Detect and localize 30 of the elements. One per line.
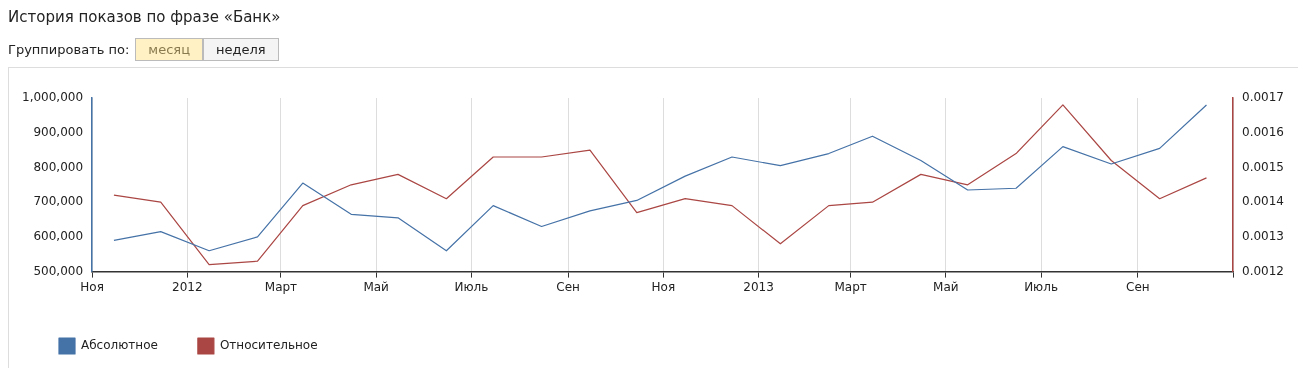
y-tick-label: 1,000,000: [21, 90, 84, 105]
x-tick-label: Май: [933, 279, 959, 294]
text: месяц: [135, 38, 203, 61]
text: Группировать по:: [8, 42, 130, 57]
x-tick-label: Март: [834, 279, 867, 294]
chart-title: История показов по фразе «Банк»: [8, 8, 282, 26]
text: неделя: [202, 38, 279, 61]
x-tick-label: Июль: [454, 279, 489, 294]
x-tick-label: Ноя: [651, 279, 676, 294]
y-tick-label: 600,000: [33, 229, 84, 244]
y2-tick-label: 0.0013: [1242, 229, 1285, 244]
y-tick-label: 800,000: [33, 159, 84, 174]
legend-label: Относительное: [219, 338, 318, 353]
y2-tick-label: 0.0012: [1242, 263, 1285, 278]
x-tick-label: Сен: [556, 279, 580, 294]
y2-tick-label: 0.0015: [1242, 159, 1285, 174]
x-tick-label: Июль: [1024, 279, 1058, 294]
x-tick-label: Март: [264, 279, 298, 294]
y2-tick-label: 0.0014: [1242, 194, 1285, 209]
x-tick-label: 2012: [172, 279, 203, 294]
legend-label: Абсолютное: [81, 338, 158, 353]
y-tick-label: 900,000: [33, 124, 84, 139]
y-tick-label: 500,000: [33, 263, 84, 278]
y2-tick-label: 0.0017: [1242, 90, 1285, 105]
x-tick-label: Ноя: [80, 279, 104, 294]
y-tick-label: 700,000: [33, 194, 84, 209]
x-tick-label: Сен: [1126, 279, 1150, 294]
x-tick-label: 2013: [743, 279, 774, 294]
x-tick-label: Май: [363, 279, 389, 294]
y2-tick-label: 0.0016: [1242, 124, 1285, 139]
